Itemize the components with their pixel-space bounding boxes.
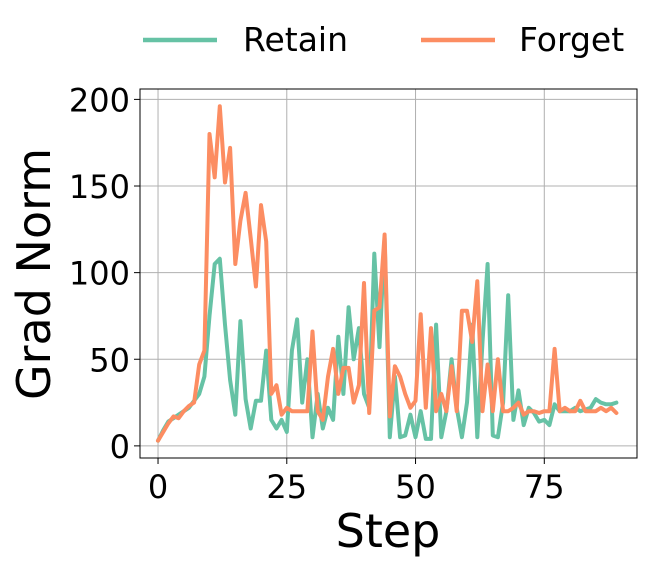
x-tick-label: 75 <box>524 468 565 506</box>
plot-area-frame <box>139 88 638 459</box>
legend-label-retain: Retain <box>243 20 348 59</box>
x-tick-label: 25 <box>266 468 307 506</box>
x-tick-label: 50 <box>395 468 436 506</box>
tick-labels: 0 25 50 75 0 50 100 150 200 <box>69 81 565 506</box>
y-tick-label: 200 <box>69 81 130 119</box>
series-line-forget <box>156 104 619 443</box>
y-tick-label: 0 <box>110 428 130 466</box>
y-tick-label: 50 <box>89 341 130 379</box>
x-tick-label: 0 <box>148 468 168 506</box>
grid <box>140 89 637 458</box>
series-lines <box>156 104 619 443</box>
y-tick-label: 150 <box>69 168 130 206</box>
x-axis-title: Step <box>336 504 441 558</box>
y-axis-title: Grad Norm <box>7 148 61 400</box>
legend: Retain Forget <box>143 20 624 59</box>
legend-label-forget: Forget <box>519 20 624 59</box>
y-tick-label: 100 <box>69 255 130 293</box>
